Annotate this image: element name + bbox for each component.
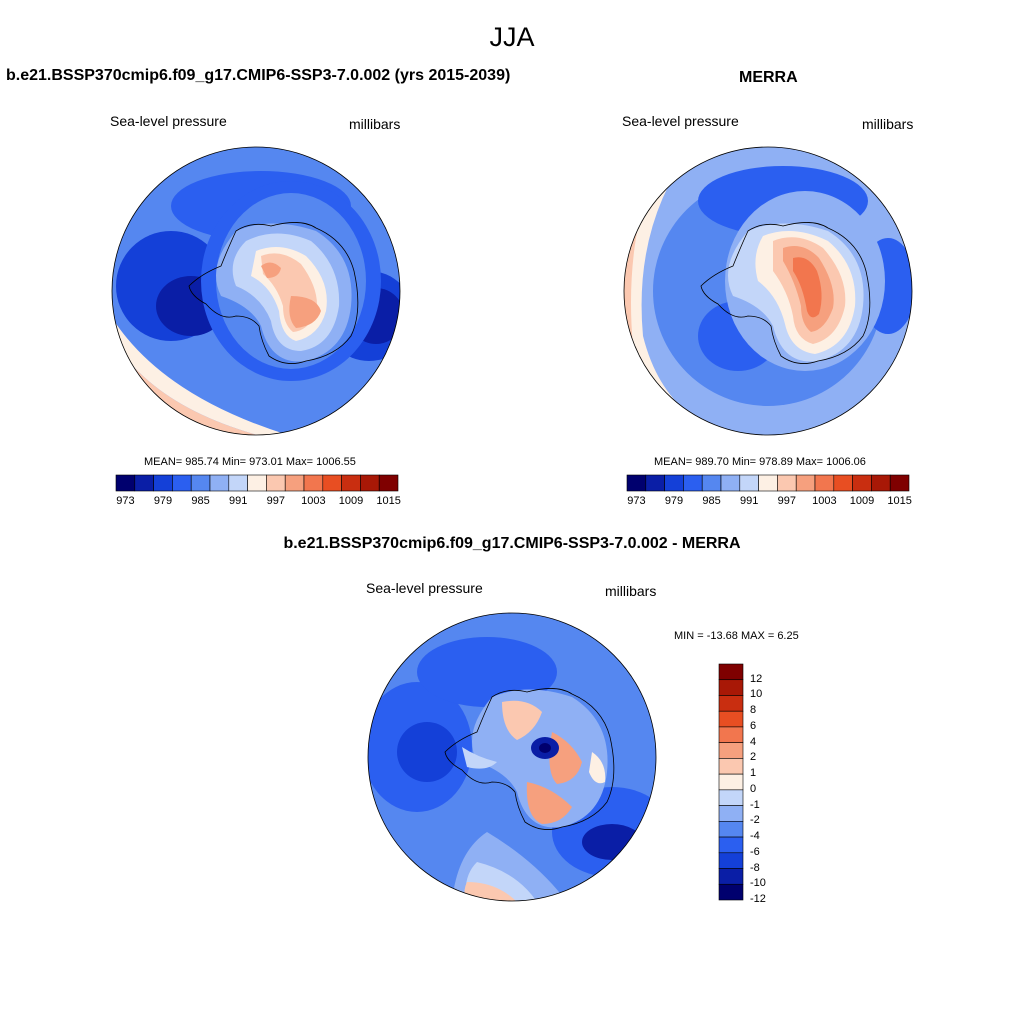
model-colorbar-tick-label: 985: [191, 495, 210, 507]
diff-colorbar-box: [718, 789, 744, 806]
model-colorbar-box: [153, 474, 173, 492]
model-colorbar-box: [134, 474, 154, 492]
obs-colorbar-tick-label: 991: [740, 495, 759, 507]
diff-colorbar-box: [718, 883, 744, 901]
obs-colorbar-tick-label: 985: [702, 495, 721, 507]
diff-colorbar-tick-label: -6: [750, 845, 760, 858]
obs-colorbar-box: [852, 474, 872, 492]
figure-title: JJA: [489, 22, 535, 52]
model-colorbar: [115, 474, 399, 492]
model-panel-title: b.e21.BSSP370cmip6.f09_g17.CMIP6-SSP3-7.…: [6, 67, 511, 84]
diff-colorbar-box: [718, 710, 744, 728]
obs-colorbar-box: [626, 474, 647, 492]
model-stats: MEAN= 985.74 Min= 973.01 Max= 1006.55: [144, 456, 356, 468]
obs-colorbar-box: [683, 474, 703, 492]
model-colorbar-box: [266, 474, 286, 492]
model-colorbar-box: [115, 474, 136, 492]
diff-colorbar-box: [718, 663, 744, 681]
diff-colorbar-tick-label: 2: [750, 751, 757, 764]
diff-colorbar-box: [718, 758, 744, 775]
model-colorbar-box: [303, 474, 324, 492]
diff-colorbar-box: [718, 836, 744, 854]
model-units-label: millibars: [349, 116, 401, 132]
diff-left-label: Sea-level pressure: [366, 580, 483, 596]
model-colorbar-tick-label: 979: [153, 495, 173, 507]
diff-panel-title: b.e21.BSSP370cmip6.f09_g17.CMIP6-SSP3-7.…: [283, 535, 741, 552]
model-colorbar-box: [284, 474, 305, 492]
diff-colorbar-tick-label: 4: [750, 735, 757, 748]
diff-colorbar-box: [718, 742, 744, 759]
obs-colorbar-box: [739, 474, 759, 492]
diff-colorbar-box: [718, 805, 744, 822]
diff-colorbar-tick-label: -10: [750, 877, 766, 890]
obs-colorbar-tick-label: 1015: [887, 495, 912, 507]
model-left-label: Sea-level pressure: [110, 113, 227, 129]
obs-slp-map: [623, 146, 913, 436]
model-colorbar-box: [172, 474, 192, 492]
obs-panel-title: MERRA: [739, 69, 798, 86]
model-colorbar-box: [247, 474, 267, 492]
obs-colorbar-box: [795, 474, 816, 492]
obs-colorbar-tick-label: 997: [777, 495, 796, 507]
obs-colorbar-box: [758, 474, 778, 492]
diff-units-label: millibars: [605, 583, 657, 599]
diff-colorbar: [718, 663, 744, 901]
diff-colorbar-tick-label: -4: [750, 830, 760, 843]
diff-colorbar-box: [718, 726, 744, 743]
obs-colorbar-box: [814, 474, 835, 492]
model-colorbar-tick-label: 1003: [301, 495, 326, 507]
model-colorbar-tick-label: 1015: [376, 495, 401, 507]
model-colorbar-box: [341, 474, 361, 492]
diff-colorbar-tick-label: -12: [750, 893, 766, 905]
diff-colorbar-tick-label: 6: [750, 719, 757, 732]
obs-left-label: Sea-level pressure: [622, 113, 739, 129]
diff-colorbar-tick-label: -2: [750, 814, 760, 827]
diff-colorbar-tick-label: 12: [750, 672, 763, 685]
diff-colorbar-tick-label: 10: [750, 688, 763, 701]
model-colorbar-box: [378, 474, 399, 492]
obs-colorbar-box: [720, 474, 741, 492]
model-colorbar-box: [190, 474, 211, 492]
obs-colorbar-box: [645, 474, 665, 492]
diff-colorbar-box: [718, 868, 744, 885]
obs-colorbar: [626, 474, 910, 492]
obs-colorbar-box: [833, 474, 853, 492]
diff-colorbar-tick-label: 1: [750, 767, 757, 780]
model-colorbar-tick-label: 997: [266, 495, 285, 507]
obs-colorbar-tick-label: 979: [664, 495, 684, 507]
model-colorbar-tick-label: 973: [116, 495, 135, 507]
diff-colorbar-box: [718, 679, 744, 696]
obs-colorbar-box: [664, 474, 684, 492]
diff-colorbar-tick-label: 0: [750, 782, 757, 795]
obs-colorbar-tick-label: 973: [627, 495, 646, 507]
diff-colorbar-box: [718, 852, 744, 869]
model-colorbar-box: [209, 474, 230, 492]
diff-slp-map: [367, 612, 657, 902]
obs-colorbar-box: [701, 474, 722, 492]
obs-colorbar-box: [777, 474, 797, 492]
obs-colorbar-box: [889, 474, 910, 492]
diff-colorbar-box: [718, 773, 744, 791]
diff-colorbar-tick-label: -8: [750, 861, 760, 874]
obs-units-label: millibars: [862, 116, 914, 132]
diff-colorbar-tick-label: -1: [750, 798, 760, 811]
diff-colorbar-tick-label: 8: [750, 704, 757, 717]
obs-colorbar-tick-label: 1003: [812, 495, 837, 507]
model-colorbar-tick-label: 1009: [338, 495, 364, 507]
model-slp-map: [111, 146, 401, 436]
diff-colorbar-box: [718, 695, 744, 712]
model-colorbar-tick-label: 991: [229, 495, 248, 507]
diff-stats: MIN = -13.68 MAX = 6.25: [674, 630, 799, 642]
model-colorbar-box: [360, 474, 380, 492]
model-colorbar-box: [322, 474, 342, 492]
obs-colorbar-tick-label: 1009: [849, 495, 875, 507]
model-colorbar-box: [228, 474, 248, 492]
obs-stats: MEAN= 989.70 Min= 978.89 Max= 1006.06: [654, 456, 866, 468]
obs-colorbar-box: [871, 474, 891, 492]
diff-colorbar-box: [718, 821, 744, 838]
